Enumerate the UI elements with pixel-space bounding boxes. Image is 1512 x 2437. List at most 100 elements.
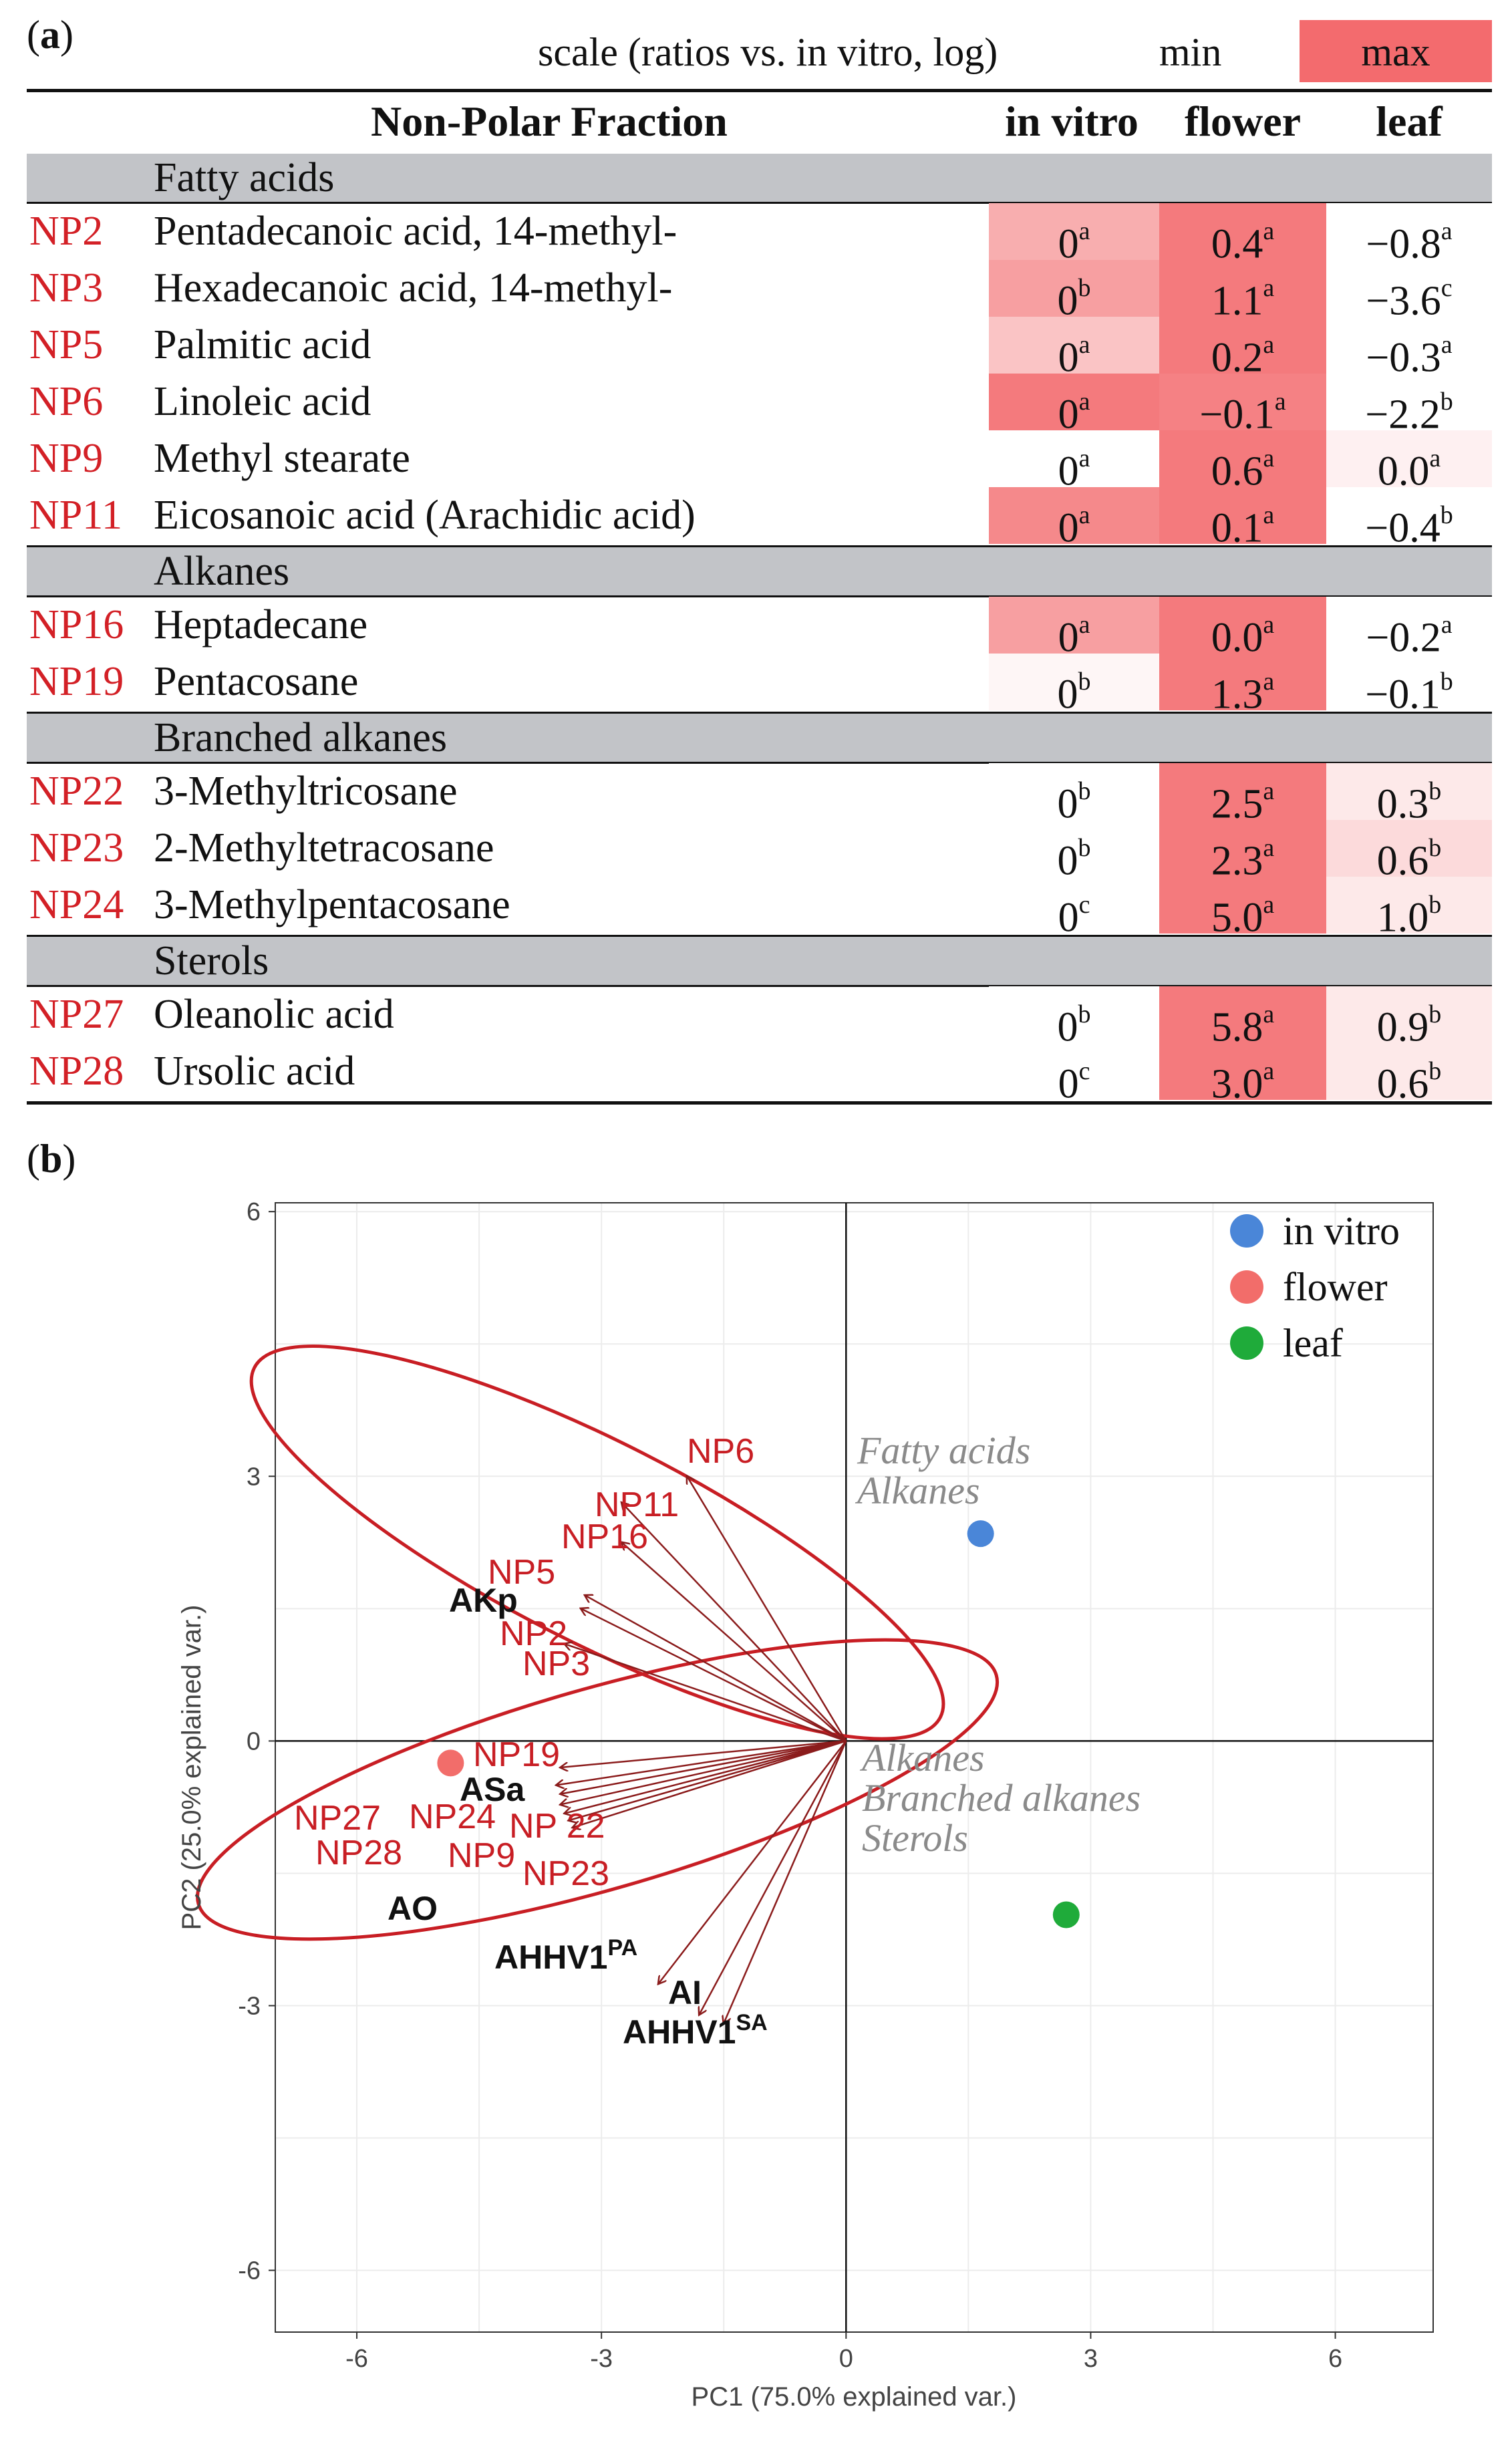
y-tick-label: 0 <box>247 1727 261 1755</box>
group-rule <box>27 595 1492 597</box>
cell-in-vitro: 0b <box>989 654 1159 718</box>
table-row: NP28 Ursolic acid 0c 3.0a 0.6b <box>27 1043 1492 1107</box>
variable-label-ai: AI <box>668 1974 702 2011</box>
x-axis-label: PC1 (75.0% explained var.) <box>692 2382 1017 2412</box>
cell-value: 0 <box>1058 615 1079 661</box>
table-row: NP9 Methyl stearate 0a 0.6a 0.0a <box>27 430 1492 494</box>
cell-letter: a <box>1263 501 1275 529</box>
scale-caption: scale (ratios vs. in vitro, log) <box>538 30 998 74</box>
annotation-line: Alkanes <box>859 1736 985 1779</box>
cell-value: −0.4 <box>1365 505 1441 551</box>
group-name: Alkanes <box>154 549 290 594</box>
cell-in-vitro: 0c <box>989 877 1159 941</box>
panel-b-letter: b <box>39 1137 63 1181</box>
cell-letter: a <box>1078 217 1090 245</box>
cell-value: 0.6 <box>1376 1061 1429 1107</box>
cell-value: 2.5 <box>1211 781 1263 827</box>
compound-name: Ursolic acid <box>154 1048 355 1094</box>
zero-axes <box>275 1203 1433 2332</box>
cell-value: 0 <box>1057 838 1078 884</box>
variable-label-np5: NP5 <box>488 1553 555 1592</box>
loading-arrow-np3 <box>565 1644 847 1742</box>
table-row: NP19 Pentacosane 0b 1.3a −0.1b <box>27 654 1492 718</box>
y-tick-label: 3 <box>247 1463 261 1491</box>
annotation-line: Sterols <box>862 1816 968 1860</box>
variable-label-np19: NP19 <box>473 1735 560 1774</box>
variable-label-ahhv1sa: AHHV1SA <box>623 2010 768 2051</box>
cell-leaf: 0.0a <box>1326 430 1492 494</box>
x-tick-label: -3 <box>590 2345 613 2373</box>
table-row: NP11 Eicosanoic acid (Arachidic acid) 0a 0.… <box>27 487 1492 551</box>
cell-letter: b <box>1078 1000 1091 1028</box>
legend-marker <box>1230 1214 1263 1248</box>
ellipse-upper <box>249 1344 945 1741</box>
x-tick-label: 3 <box>1084 2345 1098 2373</box>
group-rule <box>27 985 1492 987</box>
variable-label-asa: ASa <box>460 1771 525 1808</box>
variable-label-text: NP6 <box>687 1432 754 1471</box>
group-bottom-rule <box>27 545 1492 547</box>
cell-leaf: 0.6b <box>1326 1043 1492 1107</box>
cell-letter: a <box>1263 217 1275 245</box>
compound-code: NP5 <box>29 322 104 368</box>
cell-in-vitro: 0c <box>989 1043 1159 1107</box>
point-in-vitro <box>967 1520 994 1548</box>
cell-letter: a <box>1441 611 1453 639</box>
table-row: NP27 Oleanolic acid 0b 5.8a 0.9b <box>27 986 1492 1050</box>
cell-letter: a <box>1263 611 1275 639</box>
cell-letter: b <box>1078 834 1091 862</box>
cell-letter: b <box>1428 1057 1442 1085</box>
compound-code: NP27 <box>29 992 124 1037</box>
y-tick-label: -6 <box>238 2257 261 2285</box>
table-header-flower: flower <box>1184 98 1302 145</box>
variable-label-text: NP2 <box>500 1614 567 1653</box>
cell-letter: b <box>1078 668 1091 696</box>
variable-label-text: NP5 <box>488 1553 555 1592</box>
panel-a-heatmap-table: (a) scale (ratios vs. in vitro, log) min… <box>0 0 1512 1136</box>
variable-label-text: NP16 <box>561 1518 648 1556</box>
cell-flower: 3.0a <box>1159 1043 1326 1107</box>
variable-label-ahhv1pa: AHHV1PA <box>494 1935 637 1976</box>
compound-name: Eicosanoic acid (Arachidic acid) <box>154 492 696 538</box>
compound-name: 2-Methyltetracosane <box>154 825 494 871</box>
table-row: NP22 3-Methyltricosane 0b 2.5a 0.3b <box>27 763 1492 827</box>
loading-arrow-np5 <box>585 1596 847 1742</box>
cell-letter: a <box>1078 388 1090 416</box>
group-name: Fatty acids <box>154 155 335 200</box>
loading-arrow-np27 <box>561 1740 847 1804</box>
loading-arrow-np16 <box>622 1542 847 1742</box>
cell-letter: a <box>1078 611 1090 639</box>
y-axis-label: PC2 (25.0% explained var.) <box>177 1605 206 1930</box>
variable-label-text: NP28 <box>315 1834 402 1872</box>
cell-letter: a <box>1263 834 1275 862</box>
cell-flower: −0.1a <box>1159 374 1326 438</box>
point-flower <box>437 1749 464 1777</box>
cell-value: 0.6 <box>1376 838 1429 884</box>
cell-value: 0 <box>1058 392 1079 438</box>
cell-letter: a <box>1263 1000 1275 1028</box>
variable-label-sup: SA <box>736 2010 767 2035</box>
variable-label-text: NP27 <box>294 1799 381 1838</box>
cell-value: 0 <box>1058 448 1079 494</box>
table-row: NP2 Pentadecanoic acid, 14-methyl- 0a 0.4a −… <box>27 203 1492 267</box>
compound-code: NP23 <box>29 825 124 871</box>
cell-letter: a <box>1263 668 1275 696</box>
cell-value: 5.0 <box>1211 895 1263 941</box>
cell-letter: c <box>1078 1057 1090 1085</box>
variable-label-text: AI <box>668 1974 702 2011</box>
cell-letter: a <box>1429 444 1441 472</box>
compound-code: NP11 <box>29 492 122 538</box>
cell-flower: 0.4a <box>1159 203 1326 267</box>
cell-leaf: 0.6b <box>1326 820 1492 884</box>
table-header-in-vitro: in vitro <box>1005 98 1139 145</box>
table-row: NP24 3-Methylpentacosane 0c 5.0a 1.0b <box>27 877 1492 941</box>
cell-value: 0.6 <box>1211 448 1263 494</box>
variable-label-text: NP11 <box>595 1485 679 1524</box>
compound-name: 3-Methylpentacosane <box>154 882 510 927</box>
cell-value: 1.0 <box>1376 895 1429 941</box>
group-bottom-rule <box>27 1101 1492 1105</box>
cell-flower: 5.8a <box>1159 986 1326 1050</box>
loading-arrow-ahhv1pa <box>659 1740 847 1983</box>
group-band <box>27 714 1492 762</box>
